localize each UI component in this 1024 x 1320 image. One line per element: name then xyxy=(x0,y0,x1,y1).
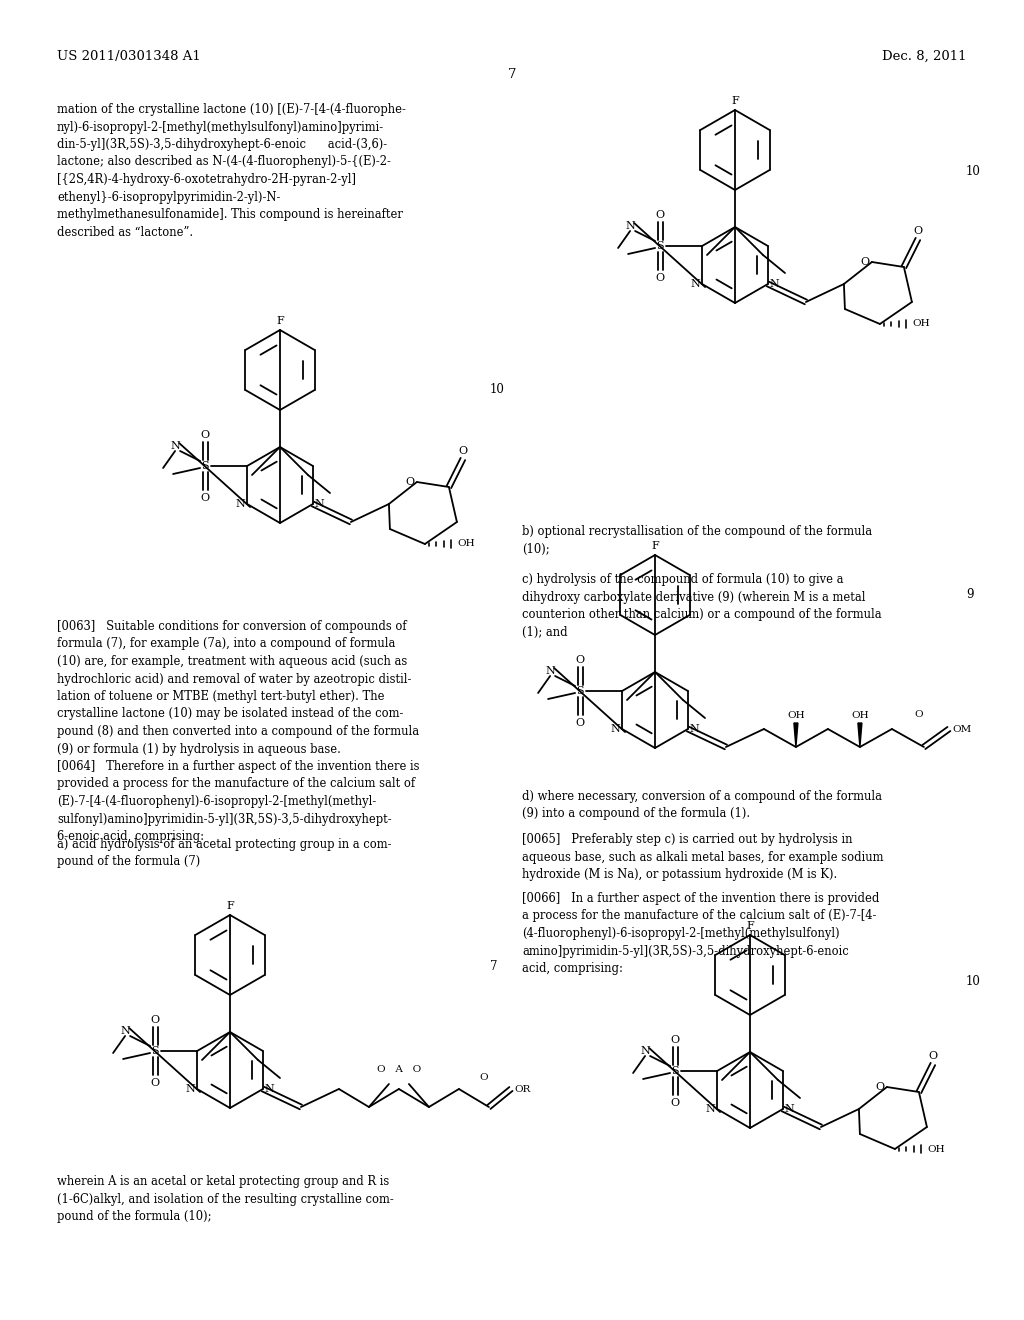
Text: 10: 10 xyxy=(966,975,981,987)
Text: OH: OH xyxy=(787,711,805,719)
Text: OM: OM xyxy=(952,725,971,734)
Text: N: N xyxy=(690,279,700,289)
Text: N: N xyxy=(626,220,635,231)
Text: 10: 10 xyxy=(490,383,505,396)
Text: 7: 7 xyxy=(490,960,498,973)
Text: mation of the crystalline lactone (10) [(E)-7-[4-(4-fluorophe-
nyl)-6-isopropyl-: mation of the crystalline lactone (10) [… xyxy=(57,103,406,239)
Text: O: O xyxy=(861,257,870,267)
Text: O: O xyxy=(406,477,415,487)
Text: S: S xyxy=(202,461,209,471)
Text: [0066]   In a further aspect of the invention there is provided
a process for th: [0066] In a further aspect of the invent… xyxy=(522,892,880,975)
Text: O: O xyxy=(575,655,585,665)
Text: O: O xyxy=(929,1051,937,1061)
Polygon shape xyxy=(858,723,862,747)
Text: F: F xyxy=(276,315,284,326)
Text: [0065]   Preferably step c) is carried out by hydrolysis in
aqueous base, such a: [0065] Preferably step c) is carried out… xyxy=(522,833,884,880)
Text: O: O xyxy=(671,1098,680,1107)
Text: O: O xyxy=(655,210,665,220)
Text: O: O xyxy=(151,1078,160,1088)
Text: [0063]   Suitable conditions for conversion of compounds of
formula (7), for exa: [0063] Suitable conditions for conversio… xyxy=(57,620,419,755)
Text: OH: OH xyxy=(912,319,930,329)
Text: O: O xyxy=(876,1082,885,1092)
Text: O: O xyxy=(201,492,210,503)
Text: O: O xyxy=(914,710,924,719)
Text: US 2011/0301348 A1: US 2011/0301348 A1 xyxy=(57,50,201,63)
Text: d) where necessary, conversion of a compound of the formula
(9) into a compound : d) where necessary, conversion of a comp… xyxy=(522,789,882,821)
Text: N: N xyxy=(545,667,555,676)
Text: N: N xyxy=(785,1104,795,1114)
Text: F: F xyxy=(651,541,658,550)
Text: O: O xyxy=(479,1073,488,1082)
Text: S: S xyxy=(672,1067,679,1076)
Text: OH: OH xyxy=(851,711,868,719)
Text: N: N xyxy=(185,1084,196,1094)
Polygon shape xyxy=(794,723,798,747)
Text: O: O xyxy=(913,226,923,236)
Text: O: O xyxy=(575,718,585,729)
Text: 9: 9 xyxy=(966,587,974,601)
Text: 10: 10 xyxy=(966,165,981,178)
Text: S: S xyxy=(656,242,664,251)
Text: F: F xyxy=(226,902,233,911)
Text: Dec. 8, 2011: Dec. 8, 2011 xyxy=(883,50,967,63)
Text: F: F xyxy=(746,921,754,931)
Text: N: N xyxy=(315,499,325,510)
Text: O: O xyxy=(459,446,468,455)
Text: N: N xyxy=(610,723,621,734)
Text: S: S xyxy=(152,1045,159,1056)
Text: N: N xyxy=(640,1045,650,1056)
Text: wherein A is an acetal or ketal protecting group and R is
(1-6C)alkyl, and isola: wherein A is an acetal or ketal protecti… xyxy=(57,1175,394,1224)
Text: N: N xyxy=(120,1026,130,1036)
Text: OR: OR xyxy=(514,1085,530,1093)
Text: 7: 7 xyxy=(508,69,516,81)
Text: c) hydrolysis of the compound of formula (10) to give a
dihydroxy carboxylate de: c) hydrolysis of the compound of formula… xyxy=(522,573,882,639)
Text: O: O xyxy=(655,273,665,282)
Text: F: F xyxy=(731,96,739,106)
Text: N: N xyxy=(770,279,779,289)
Text: OH: OH xyxy=(457,540,474,549)
Text: N: N xyxy=(690,723,699,734)
Text: b) optional recrystallisation of the compound of the formula
(10);: b) optional recrystallisation of the com… xyxy=(522,525,872,556)
Text: OH: OH xyxy=(927,1144,944,1154)
Text: S: S xyxy=(577,686,584,696)
Text: N: N xyxy=(706,1104,715,1114)
Text: N: N xyxy=(236,499,245,510)
Text: N: N xyxy=(170,441,180,451)
Text: N: N xyxy=(265,1084,274,1094)
Text: a) acid hydrolysis of an acetal protecting group in a com-
pound of the formula : a) acid hydrolysis of an acetal protecti… xyxy=(57,838,391,869)
Text: O: O xyxy=(201,430,210,440)
Text: O: O xyxy=(671,1035,680,1045)
Text: [0064]   Therefore in a further aspect of the invention there is
provided a proc: [0064] Therefore in a further aspect of … xyxy=(57,760,420,843)
Text: O   A   O: O A O xyxy=(377,1065,421,1074)
Text: O: O xyxy=(151,1015,160,1026)
